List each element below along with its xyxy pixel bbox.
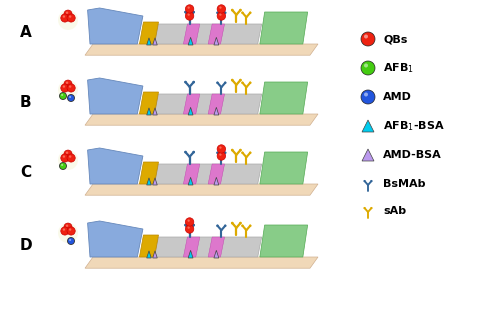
Text: C: C [20,164,31,180]
Circle shape [62,15,65,18]
Circle shape [364,92,368,96]
Polygon shape [214,250,219,258]
Text: D: D [20,238,32,252]
Text: AFB$_1$: AFB$_1$ [383,61,414,75]
Circle shape [224,82,226,84]
Text: AMD: AMD [383,92,412,102]
Circle shape [364,207,366,209]
Circle shape [249,151,252,154]
Circle shape [361,61,375,75]
Polygon shape [152,251,158,258]
Polygon shape [154,164,262,184]
Text: BsMAb: BsMAb [383,179,426,189]
Circle shape [61,94,63,96]
Circle shape [60,163,66,170]
Circle shape [241,224,244,227]
Circle shape [217,5,226,13]
Polygon shape [208,94,224,114]
Circle shape [249,82,252,84]
Polygon shape [85,44,318,55]
Circle shape [61,84,69,92]
Circle shape [220,13,222,16]
Polygon shape [184,164,200,184]
Polygon shape [140,162,158,184]
Circle shape [68,95,74,101]
Polygon shape [85,257,318,268]
Circle shape [216,82,219,84]
Circle shape [220,6,222,9]
Circle shape [62,155,65,158]
Circle shape [192,224,195,226]
Polygon shape [188,250,193,258]
Circle shape [69,155,71,158]
Polygon shape [208,24,224,44]
Circle shape [61,14,69,22]
Text: B: B [20,95,32,109]
Polygon shape [184,24,200,44]
Circle shape [66,151,68,154]
Circle shape [361,32,375,46]
Circle shape [66,11,68,14]
Text: AFB$_1$-BSA: AFB$_1$-BSA [383,119,444,133]
Circle shape [241,151,244,154]
Circle shape [217,12,226,20]
Circle shape [361,90,375,104]
Circle shape [184,224,187,226]
Circle shape [217,145,226,153]
Polygon shape [188,37,193,45]
Circle shape [241,82,244,84]
Circle shape [66,225,68,227]
Polygon shape [88,78,143,114]
Circle shape [239,149,242,151]
Circle shape [231,79,234,82]
Circle shape [239,9,242,11]
Polygon shape [152,178,158,185]
Circle shape [61,154,69,162]
Circle shape [67,154,75,162]
Polygon shape [260,225,308,257]
Polygon shape [214,37,219,45]
Polygon shape [146,108,152,115]
Circle shape [370,207,372,209]
Circle shape [67,14,75,22]
Polygon shape [154,24,262,44]
Circle shape [69,15,71,18]
Polygon shape [146,178,152,185]
Circle shape [216,11,219,14]
Circle shape [62,85,65,88]
Circle shape [188,6,190,9]
Circle shape [62,228,65,231]
Polygon shape [154,94,262,114]
Text: QBs: QBs [383,34,407,44]
Circle shape [67,84,75,92]
Circle shape [61,164,63,166]
Polygon shape [85,184,318,195]
Polygon shape [188,177,193,185]
Polygon shape [208,164,224,184]
Circle shape [224,11,226,14]
Polygon shape [214,107,219,115]
Polygon shape [140,235,158,257]
Circle shape [224,151,226,154]
Circle shape [67,227,75,235]
Polygon shape [146,38,152,45]
Circle shape [241,11,244,14]
Circle shape [192,11,195,13]
Circle shape [239,79,242,82]
Text: A: A [20,24,32,40]
Circle shape [58,80,78,100]
Polygon shape [140,22,158,44]
Polygon shape [188,107,193,115]
Circle shape [186,218,194,226]
Polygon shape [362,149,374,161]
Polygon shape [140,92,158,114]
Polygon shape [146,251,152,258]
Circle shape [220,146,222,149]
Circle shape [69,239,71,241]
Circle shape [64,150,72,158]
Circle shape [69,85,71,88]
Circle shape [364,35,368,39]
Circle shape [61,227,69,235]
Circle shape [364,64,368,67]
